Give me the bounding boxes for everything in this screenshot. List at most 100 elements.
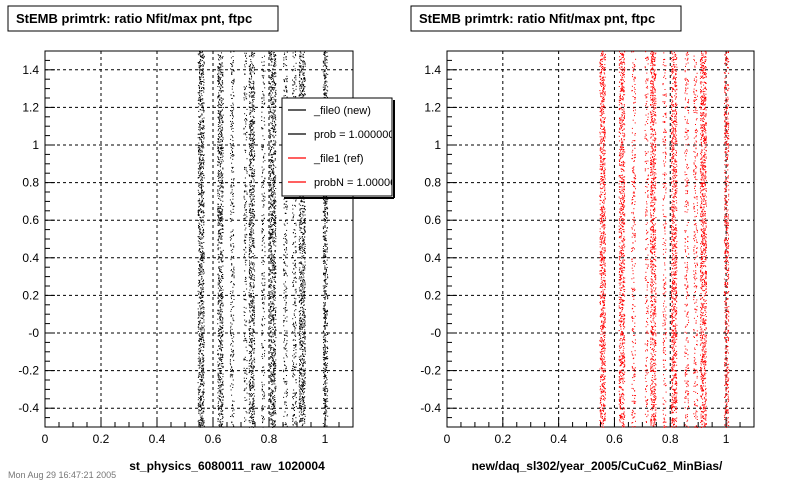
scatter-point [217,274,218,275]
scatter-point [251,181,252,182]
scatter-point [285,281,286,282]
scatter-point [198,280,199,281]
scatter-point [262,224,263,225]
scatter-point [219,60,220,61]
scatter-point [263,391,264,392]
scatter-point [273,101,274,102]
scatter-point [262,176,263,177]
scatter-point [270,345,271,346]
scatter-point [203,73,204,74]
scatter-point [275,388,276,389]
scatter-point [274,127,275,128]
scatter-point [234,145,235,146]
scatter-point [230,240,231,241]
scatter-point [271,74,272,75]
scatter-point [251,180,252,181]
scatter-point [293,284,294,285]
scatter-point [251,268,252,269]
scatter-point [204,103,205,104]
scatter-point [262,106,263,107]
scatter-point [218,303,219,304]
scatter-point [274,225,275,226]
scatter-point [271,374,272,375]
scatter-point [218,231,219,232]
scatter-point [283,270,284,271]
scatter-point [250,334,251,335]
scatter-point [249,254,250,255]
scatter-point [294,357,295,358]
scatter-point [264,304,265,305]
scatter-point [275,105,276,106]
scatter-point [245,279,246,280]
scatter-point [231,202,232,203]
scatter-point [234,409,235,410]
scatter-point [273,364,274,365]
scatter-point [271,259,272,260]
scatter-point [249,351,250,352]
scatter-point [201,423,202,424]
scatter-point [262,299,263,300]
scatter-point [271,389,272,390]
scatter-point [202,418,203,419]
scatter-point [275,312,276,313]
scatter-point [253,54,254,55]
scatter-point [219,99,220,100]
scatter-point [202,329,203,330]
scatter-point [231,155,232,156]
scatter-point [249,386,250,387]
scatter-point [251,121,252,122]
scatter-point [245,124,246,125]
scatter-point [232,203,233,204]
scatter-point [233,268,234,269]
scatter-point [221,237,222,238]
scatter-point [199,245,200,246]
scatter-point [270,195,271,196]
scatter-point [285,242,286,243]
scatter-point [263,290,264,291]
scatter-point [218,174,219,175]
scatter-point [283,371,284,372]
scatter-point [284,275,285,276]
scatter-point [271,103,272,104]
scatter-point [231,147,232,148]
scatter-point [249,263,250,264]
scatter-point [232,274,233,275]
scatter-point [270,107,271,108]
scatter-point [283,244,284,245]
scatter-point [218,328,219,329]
scatter-point [253,427,254,428]
scatter-point [220,320,221,321]
scatter-point [223,331,224,332]
scatter-point [203,58,204,59]
scatter-point [245,152,246,153]
scatter-point [272,423,273,424]
scatter-point [200,331,201,332]
scatter-point [247,173,248,174]
scatter-point [246,119,247,120]
scatter-point [201,368,202,369]
scatter-point [296,86,297,87]
scatter-point [264,356,265,357]
scatter-point [271,376,272,377]
scatter-point [202,110,203,111]
scatter-point [203,81,204,82]
scatter-point [202,99,203,100]
scatter-point [221,148,222,149]
scatter-point [253,176,254,177]
scatter-point [271,251,272,252]
scatter-point [218,278,219,279]
scatter-point [220,208,221,209]
scatter-point [283,308,284,309]
scatter-point [233,180,234,181]
scatter-point [204,128,205,129]
scatter-point [201,182,202,183]
scatter-point [273,368,274,369]
scatter-point [264,235,265,236]
scatter-point [251,143,252,144]
scatter-point [284,91,285,92]
scatter-point [273,285,274,286]
scatter-point [217,381,218,382]
scatter-point [250,390,251,391]
scatter-point [252,223,253,224]
scatter-point [262,128,263,129]
